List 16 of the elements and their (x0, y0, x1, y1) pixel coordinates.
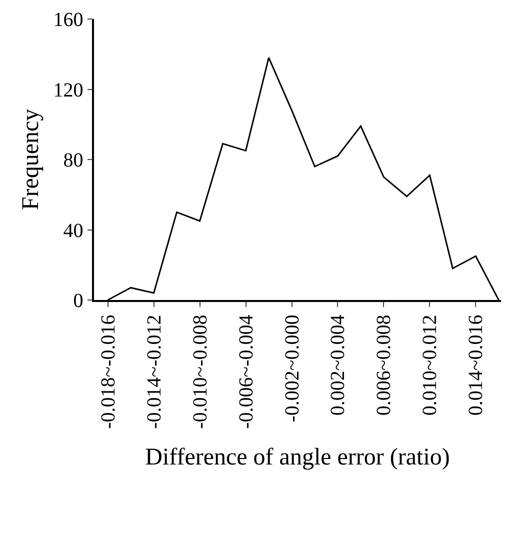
y-tick-label: 40 (63, 220, 84, 242)
y-tick-label: 0 (73, 290, 84, 312)
y-axis-title: Frequency (18, 108, 44, 210)
x-tick-label: -0.006~-0.004 (235, 314, 258, 429)
x-tick-label: -0.010~-0.008 (189, 314, 212, 429)
y-tick-label: 160 (53, 9, 84, 31)
x-tick-label: 0.010~0.012 (419, 314, 442, 416)
x-tick-label: 0.002~0.004 (327, 314, 350, 416)
x-tick-label: -0.014~-0.012 (143, 314, 166, 429)
x-tick-label: -0.002~0.000 (281, 314, 304, 422)
x-tick-label: -0.018~-0.016 (97, 314, 120, 429)
y-tick-label: 80 (63, 150, 84, 172)
x-tick-label: 0.006~0.008 (373, 314, 396, 416)
x-axis-title: Difference of angle error (ratio) (145, 444, 450, 471)
x-tick-label: 0.014~0.016 (465, 314, 488, 416)
y-tick-label: 120 (53, 79, 84, 102)
